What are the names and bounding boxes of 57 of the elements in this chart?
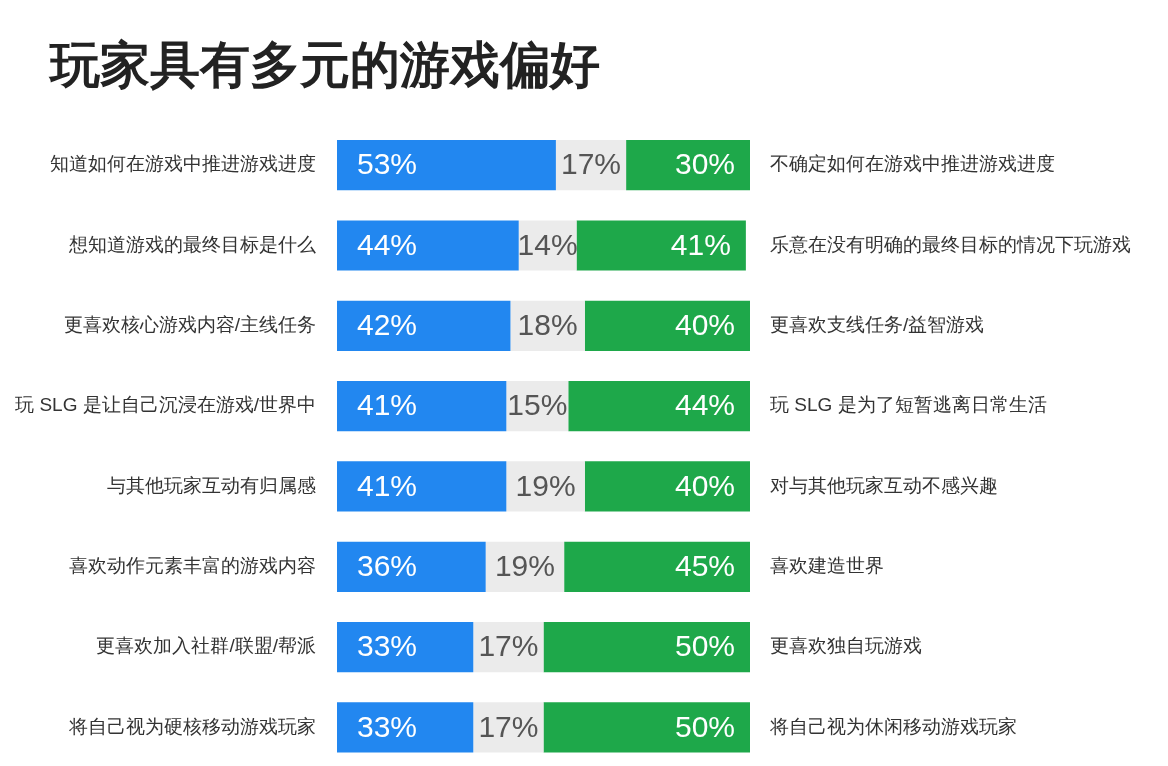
bar	[564, 541, 750, 592]
data-label: 19%	[515, 468, 576, 502]
data-label: 36%	[357, 549, 418, 583]
y2-tick-label: 更喜欢独自玩游戏	[770, 635, 922, 657]
chart-title: 玩家具有多元的游戏偏好	[50, 36, 600, 95]
bar	[337, 140, 556, 191]
bar	[543, 622, 750, 673]
data-label: 53%	[357, 147, 418, 181]
y2-tick-label: 玩 SLG 是为了短暂逃离日常生活	[770, 394, 1047, 416]
bar	[543, 702, 750, 753]
data-label: 40%	[674, 308, 735, 342]
bar	[337, 622, 474, 673]
data-label: 41%	[357, 388, 418, 422]
data-label: 30%	[674, 147, 735, 181]
data-label: 33%	[357, 709, 418, 743]
y-tick-label: 想知道游戏的最终目标是什么	[68, 233, 316, 255]
y2-tick-label: 乐意在没有明确的最终目标的情况下玩游戏	[770, 233, 1131, 255]
bar	[337, 381, 507, 432]
y-tick-label: 知道如何在游戏中推进游戏进度	[50, 153, 316, 175]
y-tick-label: 更喜欢核心游戏内容/主线任务	[63, 314, 316, 336]
bar	[626, 140, 750, 191]
y-tick-label: 更喜欢加入社群/联盟/帮派	[96, 635, 316, 657]
data-label: 15%	[507, 388, 568, 422]
data-label: 17%	[478, 709, 539, 743]
data-label: 19%	[494, 549, 555, 583]
bar	[576, 220, 746, 271]
y2-tick-label: 喜欢建造世界	[770, 555, 884, 577]
data-label: 14%	[517, 227, 578, 261]
data-label: 40%	[674, 468, 735, 502]
bar	[584, 300, 750, 351]
y2-tick-label: 不确定如何在游戏中推进游戏进度	[770, 153, 1055, 175]
y-tick-label: 将自己视为硬核移动游戏玩家	[68, 715, 316, 737]
y-tick-label: 喜欢动作元素丰富的游戏内容	[69, 555, 316, 577]
y2-tick-label: 更喜欢支线任务/益智游戏	[770, 314, 985, 336]
y2-tick-label: 对与其他玩家互动不感兴趣	[770, 474, 998, 496]
data-label: 44%	[674, 388, 735, 422]
data-label: 44%	[357, 227, 418, 261]
data-label: 45%	[674, 549, 735, 583]
data-label: 50%	[674, 709, 735, 743]
y-tick-label: 与其他玩家互动有归属感	[107, 474, 316, 496]
data-label: 33%	[357, 629, 418, 663]
data-label: 41%	[357, 468, 418, 502]
bar	[337, 300, 511, 351]
data-label: 17%	[560, 147, 622, 181]
bar	[584, 461, 750, 512]
bar	[568, 381, 750, 432]
bar	[337, 220, 519, 271]
data-label: 42%	[357, 308, 418, 342]
bar	[337, 702, 474, 753]
y2-tick-label: 将自己视为休闲移动游戏玩家	[769, 715, 1017, 737]
bar	[337, 541, 486, 592]
y-tick-label: 玩 SLG 是让自己沉浸在游戏/世界中	[15, 394, 316, 416]
data-label: 41%	[670, 227, 731, 261]
bar	[337, 461, 507, 512]
data-label: 18%	[517, 308, 578, 342]
data-label: 50%	[674, 629, 735, 663]
data-label: 17%	[478, 629, 539, 663]
